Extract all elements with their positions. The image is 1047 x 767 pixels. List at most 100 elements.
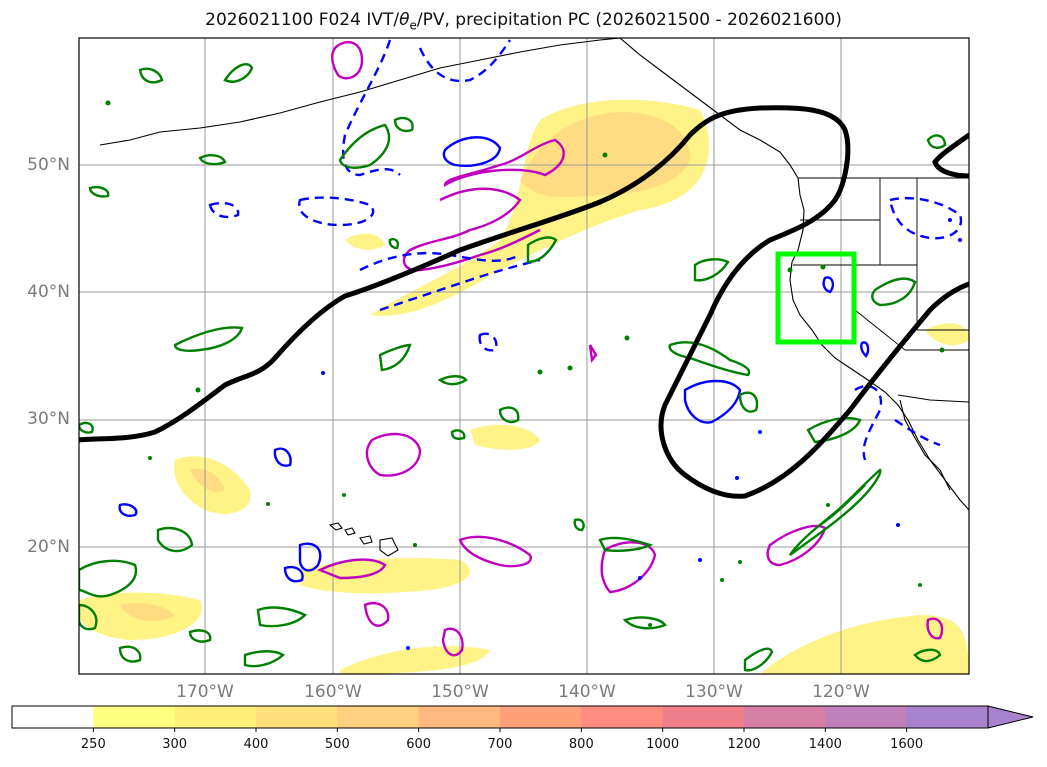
map-title: 2026021100 F024 IVT/θe/PV, precipitation… [205, 10, 842, 33]
pv-contour [402, 138, 565, 272]
colorbar-swatch [256, 706, 338, 728]
colorbar-swatch [12, 706, 94, 728]
colorbar [11, 705, 1034, 732]
negative-contours-solid [118, 136, 870, 583]
lon-label-170w: 170°W [176, 682, 234, 702]
positive-contour [498, 406, 520, 424]
colorbar-swatch [93, 706, 176, 728]
colorbar-swatch [906, 706, 989, 728]
positive-contour [622, 616, 667, 630]
positive-contour [338, 123, 391, 169]
colorbar-tick-label: 300 [162, 737, 188, 752]
negative-contour [478, 332, 498, 352]
lat-label-20n: 20°N [27, 537, 70, 557]
positive-contour [243, 650, 285, 668]
positive-contour [871, 277, 917, 307]
negative-contour [341, 39, 401, 177]
lat-label-30n: 30°N [27, 409, 70, 429]
positive-contour [573, 518, 585, 532]
pv-contour [766, 524, 827, 567]
lon-label-140w: 140°W [558, 682, 616, 702]
colorbar-swatch [744, 706, 826, 728]
positive-contour [926, 134, 947, 149]
positive-contour [378, 343, 412, 372]
colorbar-tick-label: 600 [406, 737, 432, 752]
positive-contour [393, 116, 414, 133]
negative-contour [888, 196, 963, 240]
colorbar-tick-label: 1200 [727, 737, 761, 752]
pv-contour [926, 617, 944, 640]
ivt-core [190, 468, 225, 492]
positive-contour [79, 559, 138, 598]
positive-contour [79, 603, 98, 631]
positive-contour [743, 647, 774, 672]
pv-contour [363, 601, 390, 627]
colorbar-swatch [337, 706, 420, 728]
contour-dots-blue [321, 218, 962, 650]
positive-contour [598, 536, 654, 552]
colorbar-swatch [418, 706, 501, 728]
theta-e-contours [79, 105, 969, 499]
graticule [79, 38, 969, 674]
positive-contour [198, 154, 227, 166]
ivt-blob [340, 646, 490, 674]
positive-contour [738, 391, 759, 413]
negative-contour [442, 136, 502, 167]
lat-label-50n: 50°N [27, 155, 70, 175]
positive-contour [188, 629, 212, 643]
ivt-blob [760, 615, 969, 674]
baja-coast [899, 399, 951, 491]
pv-contour [441, 627, 464, 657]
positive-contour [88, 185, 110, 198]
positive-contour [693, 258, 730, 282]
ivt-shading [79, 99, 969, 674]
negative-contour [894, 419, 941, 447]
positive-contour [118, 645, 142, 663]
negative-contour [208, 201, 240, 219]
colorbar-tick-label: 1000 [646, 737, 680, 752]
positive-contour [437, 375, 468, 386]
negative-contour [118, 503, 138, 517]
colorbar-tick-label: 800 [568, 737, 594, 752]
ivt-blob [300, 558, 470, 594]
us-coast [789, 261, 969, 511]
map-content [79, 38, 969, 674]
positive-contour [156, 526, 194, 553]
colorbar-swatch [581, 706, 664, 728]
theta-e-contour [932, 132, 969, 179]
negative-contour [298, 542, 322, 572]
colorbar-tick-label: 500 [324, 737, 350, 752]
region-box [775, 251, 857, 345]
map-frame [78, 37, 970, 675]
lon-label-130w: 130°W [685, 682, 743, 702]
alaska-coast [99, 38, 621, 146]
negative-contour [860, 341, 870, 358]
positive-contour [388, 237, 400, 250]
positive-contour [913, 648, 942, 663]
pv-contour [317, 558, 387, 580]
contour-dots [105, 100, 945, 627]
colorbar-swatch [500, 706, 582, 728]
lon-label-150w: 150°W [431, 682, 489, 702]
pv-contour [365, 432, 422, 477]
positive-contour [223, 63, 254, 83]
colorbar-tick-label: 400 [243, 737, 269, 752]
ivt-blob [345, 233, 385, 250]
colorbar-swatch [174, 706, 257, 728]
ivt-blob [925, 323, 969, 346]
positive-contour [173, 326, 244, 352]
positive-contour [450, 429, 466, 440]
positive-contours [79, 63, 947, 672]
negative-contour [283, 566, 304, 583]
colorbar-tick-label: 1400 [808, 737, 842, 752]
positive-contour [79, 421, 94, 434]
pv-contour [588, 344, 598, 363]
positive-contour [256, 606, 308, 628]
positive-contour [668, 341, 751, 377]
pv-contour [330, 40, 364, 80]
negative-contour [379, 258, 541, 312]
lat-label-40n: 40°N [27, 282, 70, 302]
lon-label-120w: 120°W [812, 682, 870, 702]
theta-e-contour [79, 105, 969, 499]
